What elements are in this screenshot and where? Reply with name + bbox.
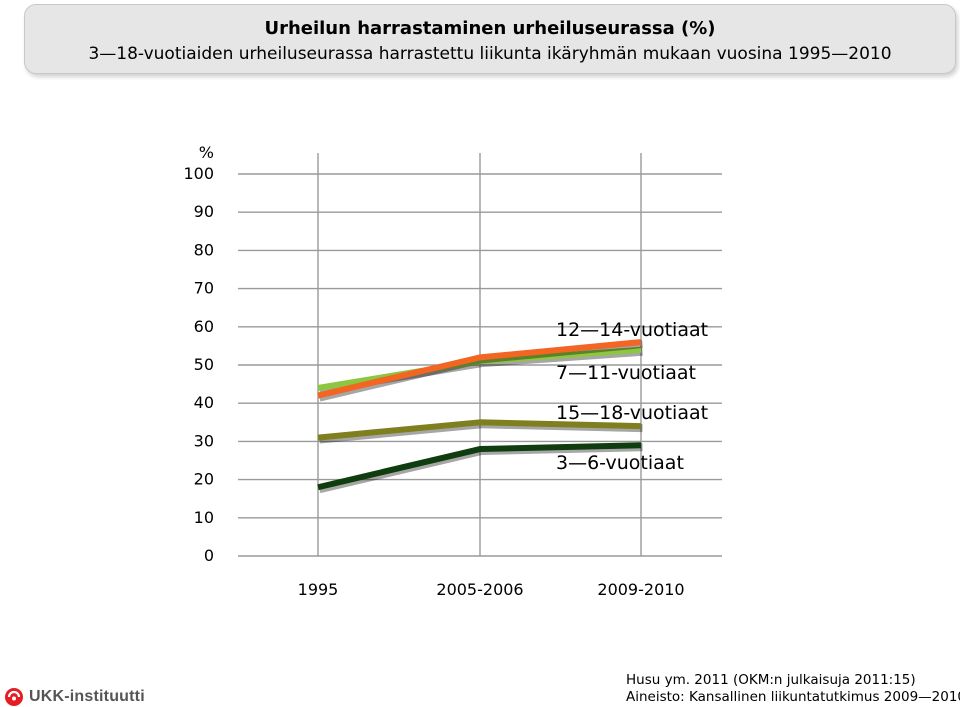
x-tick-label: 2009-2010 bbox=[597, 580, 684, 599]
series-label: 15—18-vuotiaat bbox=[556, 402, 708, 424]
title-box: Urheilun harrastaminen urheiluseurassa (… bbox=[24, 4, 956, 74]
x-tick-label: 2005-2006 bbox=[436, 580, 523, 599]
chart-subtitle: 3—18-vuotiaiden urheiluseurassa harraste… bbox=[88, 44, 892, 64]
y-tick-label: 10 bbox=[194, 508, 214, 527]
y-tick-label: 80 bbox=[194, 240, 214, 259]
series-lines bbox=[317, 339, 643, 494]
y-tick-label: 60 bbox=[194, 317, 214, 336]
ukk-logo-icon bbox=[5, 688, 23, 706]
y-tick-label: 30 bbox=[194, 431, 214, 450]
y-tick-label: 70 bbox=[194, 279, 214, 298]
y-tick-label: 0 bbox=[204, 546, 214, 565]
series-line-12-14 bbox=[317, 339, 642, 399]
x-tick-label: 1995 bbox=[298, 580, 339, 599]
y-tick-label: 100 bbox=[183, 164, 214, 183]
series-line-7-11 bbox=[317, 346, 642, 391]
x-axis-ticks: 1995 2005-2006 2009-2010 bbox=[298, 580, 685, 599]
series-label: 3—6-vuotiaat bbox=[556, 452, 684, 474]
y-axis-ticks: 0 10 20 30 40 50 60 70 80 90 100 bbox=[183, 164, 214, 565]
grid bbox=[238, 153, 722, 557]
series-labels: 12—14-vuotiaat 7—11-vuotiaat 15—18-vuotiaa… bbox=[556, 319, 708, 474]
logo: UKK-instituutti bbox=[4, 687, 145, 707]
y-axis-unit: % bbox=[199, 143, 214, 162]
y-tick-label: 50 bbox=[194, 355, 214, 374]
y-tick-label: 40 bbox=[194, 393, 214, 412]
logo-text: UKK-instituutti bbox=[29, 688, 145, 705]
source-dataset: Aineisto: Kansallinen liikuntatutkimus 2… bbox=[626, 689, 960, 705]
series-label: 7—11-vuotiaat bbox=[556, 362, 696, 384]
series-line-3-6 bbox=[317, 442, 642, 491]
y-tick-label: 20 bbox=[194, 470, 214, 489]
series-line-15-18 bbox=[317, 419, 642, 441]
series-label: 12—14-vuotiaat bbox=[556, 319, 708, 341]
source-citation: Husu ym. 2011 (OKM:n julkaisuja 2011:15) bbox=[626, 672, 916, 688]
y-tick-label: 90 bbox=[194, 202, 214, 221]
chart-title: Urheilun harrastaminen urheiluseurassa (… bbox=[264, 18, 716, 39]
